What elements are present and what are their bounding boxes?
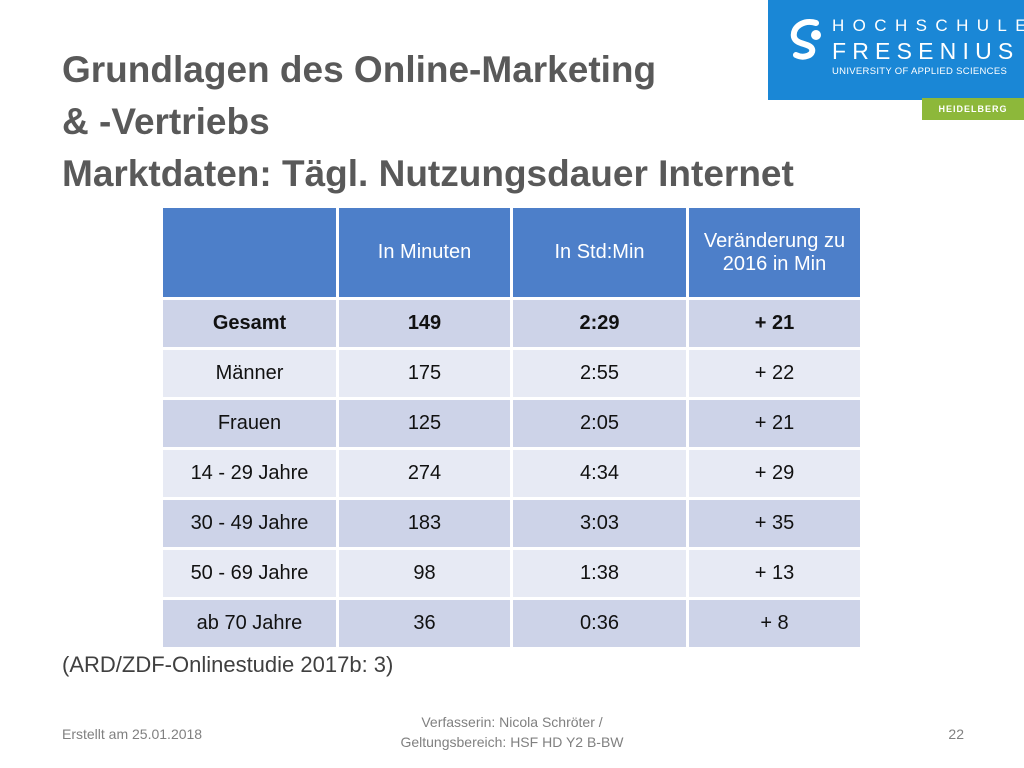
table-row: Frauen 125 2:05 + 21: [160, 397, 863, 450]
row-label: Männer: [160, 347, 339, 400]
header-cell-empty: [160, 205, 339, 300]
row-label: Frauen: [160, 397, 339, 450]
header-cell-change: Veränderung zu 2016 in Min: [686, 205, 863, 300]
row-label: 50 - 69 Jahre: [160, 547, 339, 600]
footer-author-line-1: Verfasserin: Nicola Schröter /: [421, 714, 603, 730]
minutes-cell: 125: [336, 397, 513, 450]
minutes-cell: 36: [336, 597, 513, 650]
table-row: Männer 175 2:55 + 22: [160, 347, 863, 400]
change-cell: + 13: [686, 547, 863, 600]
university-logo: HOCHSCHULE FRESENIUS UNIVERSITY OF APPLI…: [768, 0, 1024, 100]
minutes-cell: 149: [336, 297, 513, 350]
change-cell: + 22: [686, 347, 863, 400]
hours-cell: 2:29: [510, 297, 689, 350]
hours-cell: 2:55: [510, 347, 689, 400]
footer-date: Erstellt am 25.01.2018: [62, 726, 203, 742]
row-label: ab 70 Jahre: [160, 597, 339, 650]
hours-cell: 2:05: [510, 397, 689, 450]
minutes-cell: 98: [336, 547, 513, 600]
change-cell: + 29: [686, 447, 863, 500]
logo-text-subtitle: UNIVERSITY OF APPLIED SCIENCES: [832, 66, 1008, 77]
hours-cell: 4:34: [510, 447, 689, 500]
slide-title: Grundlagen des Online-Marketing & -Vertr…: [62, 44, 794, 199]
minutes-cell: 175: [336, 347, 513, 400]
source-citation: (ARD/ZDF-Onlinestudie 2017b: 3): [62, 652, 394, 677]
table-row: Gesamt 149 2:29 + 21: [160, 297, 863, 350]
footer-author: Verfasserin: Nicola Schröter / Geltungsb…: [362, 712, 662, 753]
change-cell: + 8: [686, 597, 863, 650]
hours-cell: 3:03: [510, 497, 689, 550]
logo-text-hochschule: HOCHSCHULE: [832, 16, 1024, 35]
change-cell: + 21: [686, 297, 863, 350]
table-row: 30 - 49 Jahre 183 3:03 + 35: [160, 497, 863, 550]
header-cell-minutes: In Minuten: [336, 205, 513, 300]
row-label: Gesamt: [160, 297, 339, 350]
row-label: 14 - 29 Jahre: [160, 447, 339, 500]
logo-text-fresenius: FRESENIUS: [832, 38, 1020, 64]
fresenius-swirl-icon: [790, 19, 821, 60]
table-row: 14 - 29 Jahre 274 4:34 + 29: [160, 447, 863, 500]
change-cell: + 21: [686, 397, 863, 450]
table-row: 50 - 69 Jahre 98 1:38 + 13: [160, 547, 863, 600]
row-label: 30 - 49 Jahre: [160, 497, 339, 550]
slide-title-line-1: Grundlagen des Online-Marketing: [62, 49, 657, 90]
page-number: 22: [948, 726, 964, 742]
minutes-cell: 274: [336, 447, 513, 500]
hours-cell: 1:38: [510, 547, 689, 600]
slide-title-line-3: Marktdaten: Tägl. Nutzungsdauer Internet: [62, 152, 794, 194]
hours-cell: 0:36: [510, 597, 689, 650]
footer-author-line-2: Geltungsbereich: HSF HD Y2 B-BW: [400, 734, 624, 751]
table-header-row: In Minuten In Std:Min Veränderung zu 201…: [160, 205, 863, 300]
header-cell-hours: In Std:Min: [510, 205, 689, 300]
usage-duration-table: In Minuten In Std:Min Veränderung zu 201…: [160, 205, 863, 650]
slide-title-line-2: & -Vertriebs: [62, 100, 270, 142]
table-row: ab 70 Jahre 36 0:36 + 8: [160, 597, 863, 650]
minutes-cell: 183: [336, 497, 513, 550]
change-cell: + 35: [686, 497, 863, 550]
campus-badge: HEIDELBERG: [922, 98, 1024, 120]
